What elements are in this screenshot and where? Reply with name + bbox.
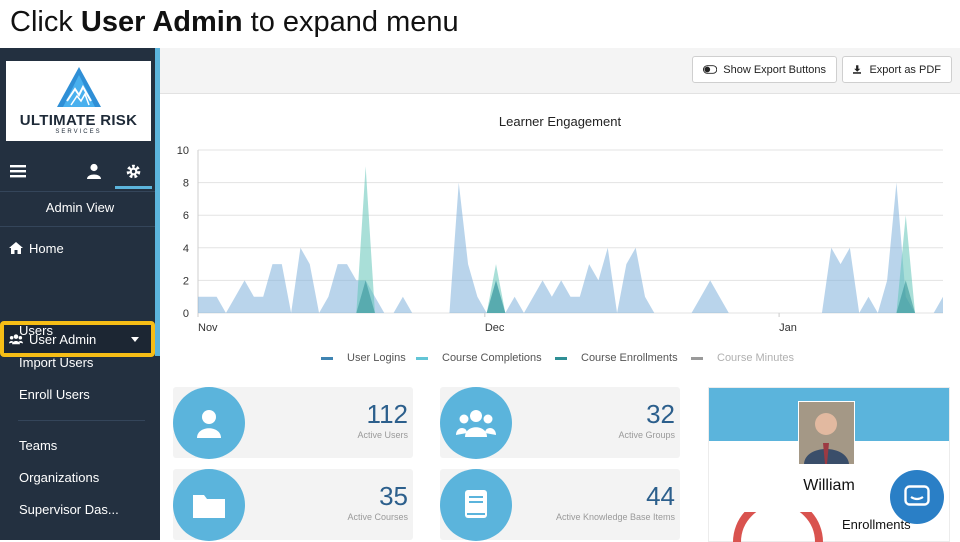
sidebar-subitem-users[interactable]: Users <box>19 323 53 338</box>
legend-label: Course Minutes <box>717 352 795 364</box>
chat-icon <box>904 485 930 506</box>
legend-swatch <box>691 356 703 360</box>
menu-icon[interactable] <box>8 156 28 186</box>
button-label: Show Export Buttons <box>723 63 826 76</box>
sidebar-item-organizations[interactable]: Organizations <box>19 470 100 485</box>
stat-card-active-courses[interactable]: 35 Active Courses <box>173 469 413 541</box>
download-icon <box>853 65 862 74</box>
book-icon <box>440 469 512 541</box>
stat-value: 32 <box>646 399 675 429</box>
legend-swatch <box>321 356 333 360</box>
stat-card-active-users[interactable]: 112 Active Users <box>173 387 413 459</box>
stat-label: Active Groups <box>618 430 675 440</box>
x-tick-label: Jan <box>779 322 797 334</box>
user-icon[interactable] <box>84 156 104 186</box>
logo-subtext: SERVICES <box>55 129 102 135</box>
sidebar-item-supervisor-dashboard[interactable]: Supervisor Das... <box>19 502 119 517</box>
enrollments-donut <box>733 512 823 542</box>
chevron-down-icon <box>131 337 139 342</box>
legend-swatch <box>555 356 567 360</box>
y-tick-label: 2 <box>183 275 189 287</box>
y-tick-label: 6 <box>183 210 189 222</box>
sidebar-subitem-enroll-users[interactable]: Enroll Users <box>19 387 90 402</box>
sidebar-item-home[interactable]: Home <box>0 240 155 256</box>
legend-course-completions[interactable]: Course Completions <box>416 352 542 364</box>
stat-card-knowledge-base[interactable]: 44 Active Knowledge Base Items <box>440 469 680 541</box>
enrollments-label: Enrollments <box>842 517 911 532</box>
logo-mountain-icon <box>57 67 101 107</box>
sidebar-item-teams[interactable]: Teams <box>19 438 58 453</box>
sidebar-toolbar <box>0 156 155 190</box>
legend-user-logins[interactable]: User Logins <box>321 352 406 364</box>
admin-view-label: Admin View <box>45 200 115 215</box>
y-tick-label: 8 <box>183 178 189 190</box>
button-label: Export as PDF <box>869 63 941 76</box>
stat-label: Active Knowledge Base Items <box>555 512 675 522</box>
x-tick-label: Dec <box>485 322 505 334</box>
group-icon <box>440 387 512 459</box>
y-tick-label: 10 <box>177 145 189 157</box>
logo-wordmark: ULTIMATE RISK <box>19 112 138 129</box>
legend-label: User Logins <box>347 352 406 364</box>
stat-value: 44 <box>646 481 675 511</box>
legend-swatch <box>416 356 428 360</box>
avatar <box>798 401 855 465</box>
active-tab-indicator <box>115 186 152 189</box>
stat-card-active-groups[interactable]: 32 Active Groups <box>440 387 680 459</box>
instruction-text: Click User Admin to expand menu <box>10 6 459 38</box>
learner-engagement-chart: 0 2 4 6 8 10 Nov Dec Jan <box>177 145 943 334</box>
sidebar-item-label: User Admin <box>29 331 97 347</box>
stat-value: 35 <box>379 481 408 511</box>
sidebar-subitem-import-users[interactable]: Import Users <box>19 355 94 370</box>
chat-launcher-button[interactable] <box>890 470 944 524</box>
chart-title: Learner Engagement <box>498 114 622 129</box>
series-area <box>198 182 943 313</box>
legend-course-minutes[interactable]: Course Minutes <box>691 352 794 364</box>
divider <box>0 226 155 227</box>
company-logo[interactable]: ULTIMATE RISK SERVICES <box>6 61 151 141</box>
profile-name: William <box>803 477 855 494</box>
legend-label: Course Completions <box>442 352 542 364</box>
sidebar-item-user-admin[interactable]: User Admin <box>0 321 155 357</box>
gear-icon[interactable] <box>123 156 143 186</box>
divider <box>0 191 155 192</box>
toggle-icon <box>703 65 718 74</box>
users-icon <box>9 333 23 345</box>
x-tick-label: Nov <box>198 322 218 334</box>
legend-label: Course Enrollments <box>581 352 678 364</box>
legend-course-enrollments[interactable]: Course Enrollments <box>555 352 678 364</box>
export-pdf-button[interactable]: Export as PDF <box>842 56 952 83</box>
sidebar-accent-edge <box>155 48 160 356</box>
y-tick-label: 0 <box>183 308 189 320</box>
show-export-buttons-toggle[interactable]: Show Export Buttons <box>692 56 837 83</box>
y-tick-label: 4 <box>183 243 189 255</box>
user-icon <box>173 387 245 459</box>
sidebar: ULTIMATE RISK SERVICES Admin View Home U… <box>0 48 160 540</box>
top-toolbar: Show Export Buttons Export as PDF <box>160 48 960 94</box>
home-icon <box>9 242 23 254</box>
stat-label: Active Users <box>357 430 408 440</box>
stat-label: Active Courses <box>347 512 408 522</box>
divider <box>18 420 145 421</box>
stat-value: 112 <box>366 399 408 429</box>
folder-icon <box>173 469 245 541</box>
sidebar-item-label: Home <box>29 240 64 256</box>
